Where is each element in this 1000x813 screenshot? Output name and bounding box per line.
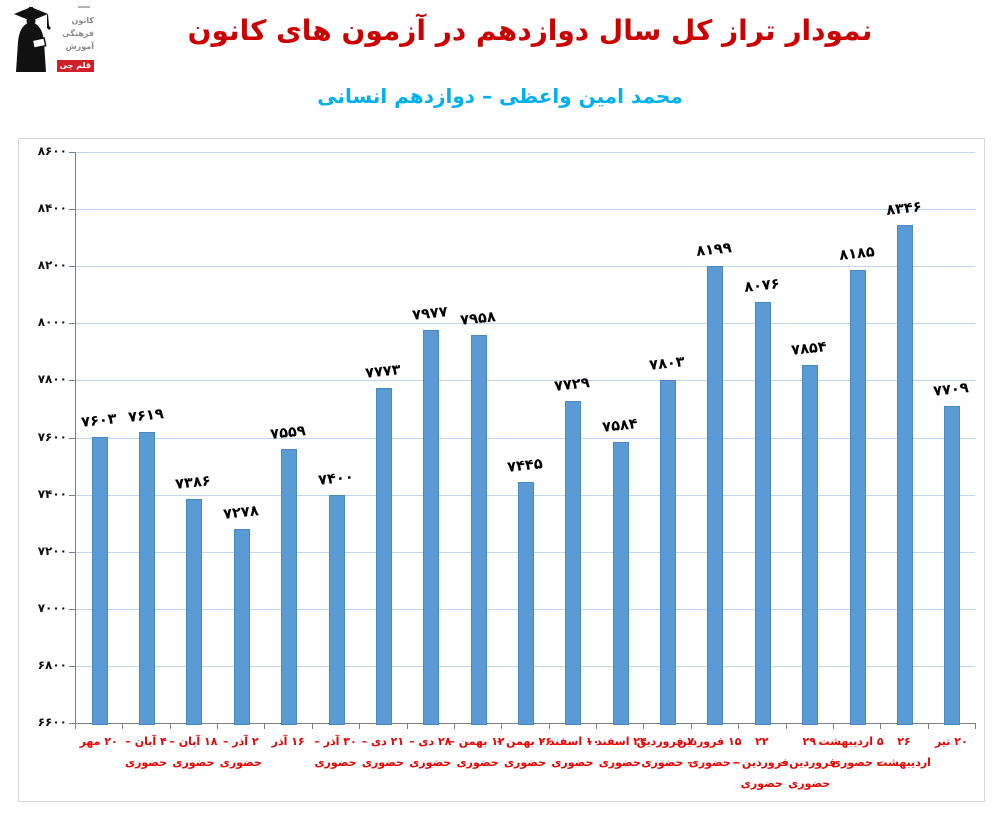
logo-badge: قلم چی <box>56 60 94 72</box>
logo-org-line: کانون <box>71 16 94 25</box>
graduate-figure-icon <box>14 7 51 72</box>
chart-title: نمودار تراز کل سال دوازدهم در آزمون های … <box>187 14 873 47</box>
chart-area <box>18 138 985 802</box>
logo-org-line: فرهنگی <box>62 29 94 38</box>
logo-org-line: آموزش <box>65 42 94 51</box>
logo-text-column: کانون فرهنگی آموزش قلم چی <box>54 14 94 72</box>
kanoon-logo: کانون فرهنگی آموزش قلم چی <box>8 6 94 78</box>
logo-dash <box>78 6 90 8</box>
chart-subtitle: محمد امین واعظی – دوازدهم انسانی <box>317 84 683 108</box>
